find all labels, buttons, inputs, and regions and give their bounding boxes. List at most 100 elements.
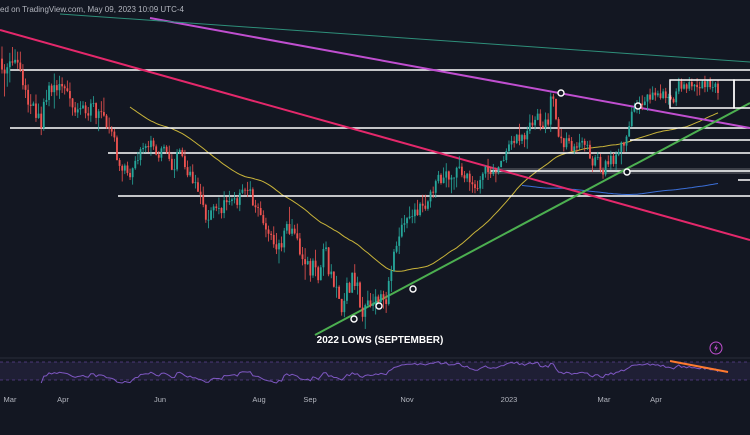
candle[interactable]: [552, 93, 555, 107]
candle[interactable]: [575, 142, 578, 153]
candle[interactable]: [450, 174, 453, 194]
candle[interactable]: [296, 223, 299, 241]
candle[interactable]: [651, 86, 654, 100]
candle[interactable]: [63, 84, 66, 95]
lightning-icon[interactable]: [709, 341, 723, 355]
candle[interactable]: [257, 203, 260, 217]
candle[interactable]: [706, 79, 709, 92]
candle[interactable]: [489, 167, 492, 178]
candle[interactable]: [393, 248, 395, 272]
candle[interactable]: [246, 181, 249, 198]
candle[interactable]: [165, 145, 168, 154]
candle[interactable]: [484, 165, 487, 178]
candle[interactable]: [547, 113, 550, 127]
candle[interactable]: [3, 64, 6, 97]
candle[interactable]: [382, 290, 385, 309]
candle[interactable]: [58, 75, 61, 99]
candle[interactable]: [591, 156, 594, 173]
candle[interactable]: [421, 194, 424, 213]
candle[interactable]: [309, 258, 312, 282]
candle[interactable]: [254, 199, 257, 213]
candle[interactable]: [136, 151, 139, 165]
candle[interactable]: [523, 132, 526, 148]
candle[interactable]: [233, 192, 236, 204]
candle[interactable]: [283, 227, 286, 253]
candle[interactable]: [332, 271, 335, 288]
candle[interactable]: [455, 166, 458, 188]
candle[interactable]: [212, 204, 215, 219]
candle[interactable]: [272, 226, 275, 248]
candle[interactable]: [144, 143, 147, 153]
candle[interactable]: [562, 137, 565, 152]
candle[interactable]: [395, 241, 398, 254]
candle[interactable]: [429, 189, 432, 208]
candle[interactable]: [53, 73, 56, 109]
candle[interactable]: [654, 87, 657, 101]
candle[interactable]: [291, 218, 293, 237]
candle[interactable]: [301, 247, 304, 266]
candle[interactable]: [628, 121, 631, 137]
candle[interactable]: [583, 138, 586, 152]
candle[interactable]: [241, 184, 244, 194]
candle[interactable]: [536, 108, 539, 121]
candle[interactable]: [453, 177, 455, 190]
candle[interactable]: [419, 202, 422, 217]
candle[interactable]: [48, 82, 50, 107]
candle[interactable]: [181, 147, 184, 158]
candle[interactable]: [251, 187, 254, 207]
candle[interactable]: [359, 281, 361, 308]
candle[interactable]: [604, 159, 607, 177]
candle[interactable]: [131, 167, 134, 185]
candle[interactable]: [186, 160, 189, 178]
candle[interactable]: [413, 203, 416, 224]
candle[interactable]: [325, 241, 327, 252]
candle[interactable]: [447, 170, 450, 188]
candle[interactable]: [340, 298, 343, 316]
candle[interactable]: [557, 117, 560, 138]
candle[interactable]: [285, 221, 288, 234]
candle[interactable]: [390, 265, 393, 292]
candle[interactable]: [338, 285, 341, 299]
candle[interactable]: [374, 289, 377, 315]
candle[interactable]: [570, 137, 573, 152]
candle[interactable]: [223, 191, 226, 219]
candle[interactable]: [709, 77, 712, 90]
candle[interactable]: [14, 49, 16, 65]
candle[interactable]: [108, 117, 111, 134]
candle[interactable]: [377, 294, 380, 303]
candle[interactable]: [61, 77, 64, 93]
candle[interactable]: [100, 101, 103, 119]
candle[interactable]: [471, 176, 474, 193]
candle[interactable]: [361, 296, 364, 322]
candle[interactable]: [163, 144, 165, 152]
candle[interactable]: [526, 126, 529, 149]
candle[interactable]: [416, 199, 419, 216]
candle[interactable]: [573, 143, 576, 155]
candle[interactable]: [21, 64, 24, 90]
candle[interactable]: [199, 183, 202, 205]
candle[interactable]: [220, 207, 223, 219]
candle[interactable]: [37, 103, 40, 119]
candle[interactable]: [249, 181, 252, 195]
candle[interactable]: [82, 101, 84, 109]
candle[interactable]: [460, 163, 463, 178]
candle[interactable]: [1, 46, 3, 74]
candle[interactable]: [335, 275, 338, 298]
candle[interactable]: [664, 87, 667, 104]
candle[interactable]: [66, 80, 69, 93]
candle[interactable]: [688, 76, 691, 92]
candle[interactable]: [434, 179, 437, 198]
candle[interactable]: [646, 94, 649, 111]
candle[interactable]: [667, 93, 670, 105]
candle[interactable]: [353, 264, 356, 290]
candle[interactable]: [364, 303, 367, 329]
candle[interactable]: [487, 158, 489, 180]
candle[interactable]: [95, 102, 97, 125]
candle[interactable]: [278, 239, 280, 264]
candle[interactable]: [513, 136, 516, 148]
candle[interactable]: [217, 197, 220, 215]
candle[interactable]: [327, 247, 330, 277]
candle[interactable]: [534, 116, 536, 130]
candle[interactable]: [116, 135, 118, 161]
